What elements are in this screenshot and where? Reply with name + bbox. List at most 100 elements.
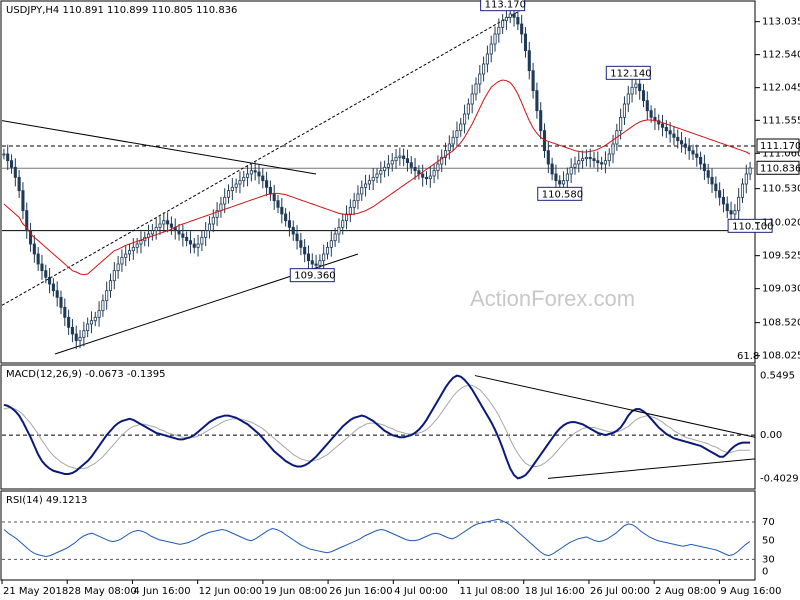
candle-body: [352, 200, 356, 208]
price-label: 113.170: [485, 0, 526, 11]
candle-body: [390, 160, 394, 165]
candle-body: [409, 162, 413, 168]
candle-body: [154, 226, 158, 232]
candle-body: [748, 167, 752, 175]
candle-body: [413, 166, 417, 172]
macd-panel-frame: [0, 364, 756, 490]
macd-panel: 0.5495 0.00 -0.4029: [2, 371, 799, 485]
candle-body: [329, 240, 333, 248]
resistance-tag: 111.170: [760, 141, 800, 152]
candle-body: [630, 86, 634, 95]
price-tick-label: 112.540: [762, 50, 800, 61]
candle-body: [341, 220, 345, 228]
candle-body: [645, 100, 649, 112]
candle-body: [573, 163, 577, 168]
candle-body: [291, 226, 295, 235]
rsi-tick-label: 70: [762, 517, 775, 528]
candle-body: [649, 110, 653, 118]
candle-body: [584, 156, 588, 160]
price-ma: [3, 79, 751, 276]
candle-body: [482, 63, 486, 75]
candle-body: [402, 155, 406, 160]
candle-body: [641, 90, 646, 102]
candle-body: [535, 90, 539, 112]
candle-body: [211, 216, 215, 225]
candle-body: [421, 173, 425, 178]
candle-body: [371, 176, 375, 182]
candle-body: [607, 153, 611, 162]
candle-body: [59, 296, 63, 308]
candle-body: [124, 253, 128, 258]
candle-body: [668, 130, 672, 135]
candle-body: [29, 230, 33, 245]
macd-down-trendline: [474, 375, 756, 438]
price-annotations: 113.170 112.140 110.580 109.360 110.100: [289, 0, 773, 283]
candle-body: [367, 180, 371, 185]
candle-body: [744, 173, 748, 185]
candle-body: [611, 143, 615, 155]
candle-body: [588, 156, 592, 160]
candle-body: [546, 150, 550, 165]
candle-body: [139, 240, 143, 245]
price-y-axis: 113.035 112.540 112.045 111.555 111.060 110.5…: [755, 17, 800, 362]
candle-body: [150, 230, 154, 235]
candle-body: [695, 153, 699, 158]
candle-body: [112, 270, 116, 282]
candle-body: [48, 276, 52, 285]
candle-body: [592, 158, 596, 162]
candle-body: [158, 223, 162, 228]
candle-body: [67, 316, 71, 328]
candle-body: [295, 233, 299, 242]
macd-tick-label: 0.5495: [760, 371, 795, 382]
candle-body: [261, 175, 265, 182]
candle-body: [459, 123, 463, 132]
candle-body: [501, 20, 505, 28]
candle-body: [86, 323, 90, 332]
candle-body: [702, 163, 706, 172]
candle-body: [314, 263, 318, 266]
candle-body: [489, 43, 493, 55]
candle-body: [725, 203, 729, 212]
candle-body: [680, 140, 684, 145]
candle-body: [188, 240, 192, 245]
candle-body: [238, 180, 242, 185]
candle-body: [223, 196, 227, 205]
candle-body: [25, 210, 29, 232]
candle-body: [428, 175, 432, 180]
candle-body: [470, 93, 474, 105]
price-tick-label: 111.555: [762, 115, 800, 126]
candle-body: [657, 120, 661, 125]
candle-body: [737, 196, 741, 212]
candle-body: [303, 246, 307, 255]
candle-body: [356, 193, 360, 202]
candle-body: [550, 163, 554, 175]
candle-body: [687, 146, 691, 152]
candle-body: [440, 156, 444, 165]
down-trendline: [1, 120, 317, 175]
price-panel-header: USDJPY,H4 110.891 110.899 110.805 110.83…: [6, 5, 237, 16]
price-tick-label: 110.020: [762, 218, 800, 229]
macd-line: [3, 374, 751, 480]
candle-body: [318, 260, 322, 266]
candle-body: [554, 173, 558, 182]
candle-body: [63, 306, 67, 318]
candle-body: [272, 193, 276, 202]
candle-body: [622, 103, 627, 118]
candle-body: [120, 256, 124, 265]
candle-body: [215, 210, 219, 218]
price-tick-label: 109.525: [762, 251, 800, 262]
candle-body: [101, 300, 105, 312]
candle-body: [512, 13, 516, 18]
candle-body: [192, 243, 196, 248]
candle-body: [485, 53, 489, 65]
x-axis: 21 May 2018 28 May 08:004 Jun 16:00 12 Jun…: [1, 580, 781, 597]
candle-body: [162, 220, 166, 225]
candle-body: [520, 23, 524, 35]
x-tick-label: 21 May 2018: [3, 586, 68, 597]
candle-body: [523, 33, 528, 52]
candle-body: [718, 190, 722, 198]
watermark: ActionForex.com: [470, 286, 635, 311]
x-tick-label: 9 Aug 16:00: [720, 586, 781, 597]
